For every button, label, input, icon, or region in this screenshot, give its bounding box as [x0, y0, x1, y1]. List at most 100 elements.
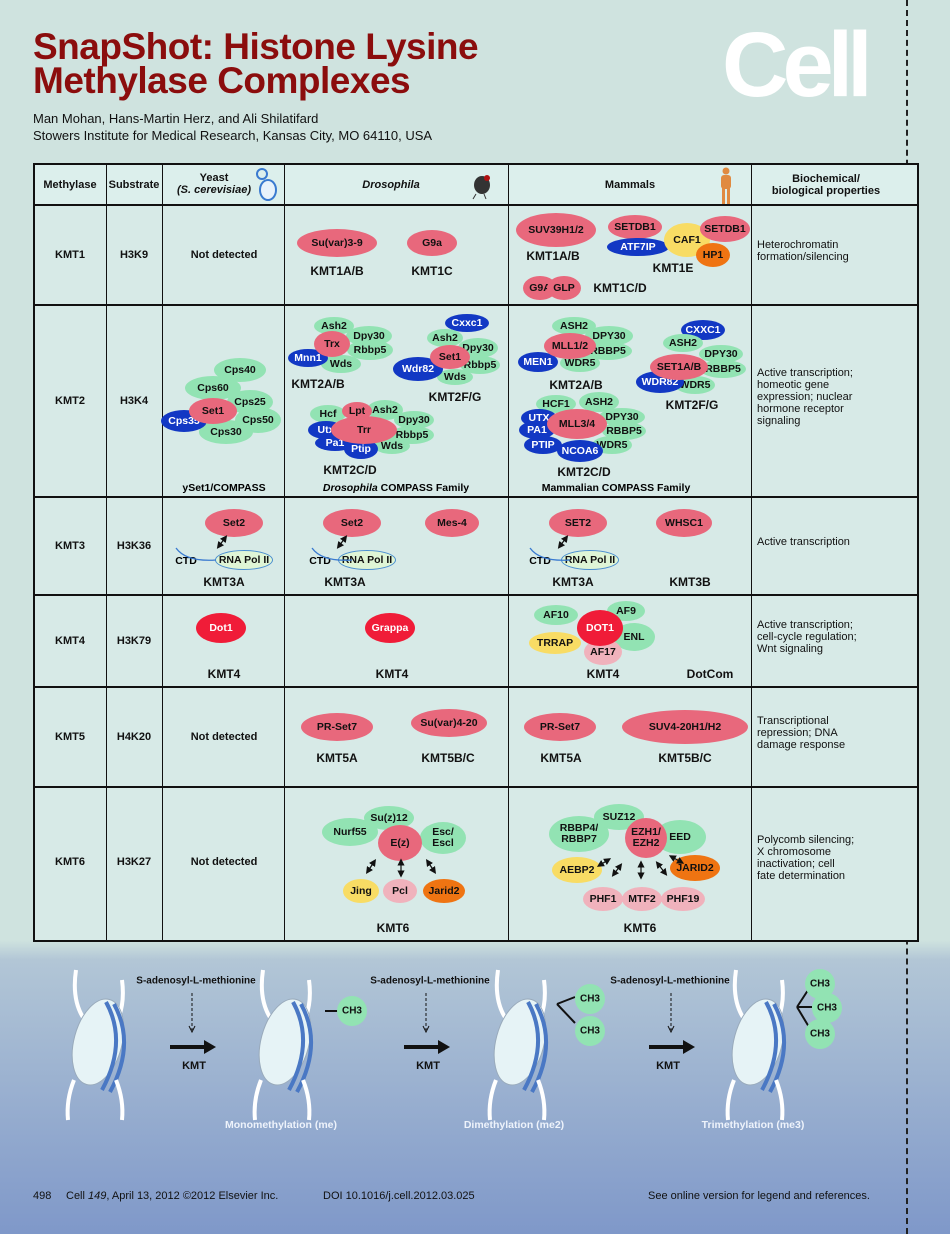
- citation: Cell 149, April 13, 2012 ©2012 Elsevier …: [66, 1190, 278, 1202]
- citation-text: , April 13, 2012 ©2012 Elsevier Inc.: [106, 1190, 279, 1202]
- col-properties: Biochemical/ biological properties: [771, 173, 881, 197]
- protein-subunit: Su(var)4-20: [411, 709, 487, 737]
- protein-subunit: SETDB1: [608, 215, 662, 239]
- protein-subunit: MLL1/2: [544, 333, 596, 359]
- ch3-label: CH3: [809, 978, 831, 990]
- protein-subunit: ASH2: [552, 317, 596, 335]
- row-divider: [33, 786, 919, 788]
- col-mammals: Mammals: [604, 179, 656, 191]
- methyl-group: [337, 996, 367, 1026]
- protein-subunit: SETDB1: [700, 216, 750, 242]
- properties-text: Active transcription; cell-cycle regulat…: [757, 619, 857, 655]
- protein-subunit: Grappa: [365, 613, 415, 643]
- protein-subunit: Esc/ Escl: [420, 822, 466, 854]
- methyl-group: [575, 984, 605, 1014]
- affiliation: Stowers Institute for Medical Research, …: [33, 128, 433, 143]
- enzyme-label: KMT: [416, 1060, 440, 1072]
- caption: Mammalian COMPASS Family: [541, 482, 691, 494]
- protein-subunit: Lpt: [342, 402, 372, 420]
- protein-subunit: ATF7IP: [607, 238, 669, 256]
- substrate: H3K79: [116, 635, 152, 647]
- yeast-cell-icon: [256, 168, 277, 201]
- protein-subunit: Set2: [205, 509, 263, 537]
- protein-subunit: RBBP5: [700, 360, 746, 378]
- row-divider: [33, 496, 919, 498]
- protein-subunit: PHF1: [583, 887, 623, 911]
- protein-subunit: EZH1/ EZH2: [625, 818, 667, 858]
- col-substrate: Substrate: [108, 179, 160, 191]
- protein-subunit: Trr: [331, 416, 397, 444]
- protein-subunit: G9a: [407, 230, 457, 256]
- protein-subunit: NCOA6: [557, 440, 603, 462]
- yeast-not-detected: Not detected: [190, 731, 258, 743]
- protein-subunit: Jing: [343, 879, 379, 903]
- protein-subunit: PTIP: [524, 436, 562, 454]
- col-drosophila: Drosophila: [362, 179, 420, 191]
- properties-text: Heterochromatin formation/silencing: [757, 239, 849, 263]
- methylase-name: KMT6: [55, 856, 85, 868]
- substrate: H3K9: [119, 249, 149, 261]
- page-title: SnapShot: Histone Lysine Methylase Comple…: [33, 26, 479, 99]
- complex-name: KMT2A/B: [549, 378, 603, 392]
- complex-name: KMT2C/D: [557, 465, 611, 479]
- complex-name: KMT1A/B: [526, 249, 580, 263]
- protein-subunit: Dpy30: [394, 411, 434, 429]
- protein-subunit: Set1: [430, 345, 470, 369]
- protein-subunit: SUV39H1/2: [516, 213, 596, 247]
- yeast-not-detected: Not detected: [190, 249, 258, 261]
- protein-subunit: Set1: [189, 398, 237, 424]
- protein-subunit: MTF2: [622, 887, 662, 911]
- properties-text: Transcriptional repression; DNA damage r…: [757, 715, 846, 751]
- protein-subunit: Trx: [314, 331, 350, 357]
- ch3-label: CH3: [579, 1025, 601, 1037]
- complex-name: KMT6: [376, 921, 410, 935]
- properties-text: Polycomb silencing; X chromosome inactiv…: [757, 834, 855, 882]
- complex-name: KMT2F/G: [665, 398, 719, 412]
- title-line-1: SnapShot: Histone Lysine: [33, 26, 479, 67]
- methyl-group: [575, 1016, 605, 1046]
- protein-subunit: AEBP2: [552, 857, 602, 883]
- complex-name: KMT5B/C: [421, 751, 475, 765]
- protein-subunit: SET1A/B: [650, 354, 708, 380]
- protein-subunit: Wds: [374, 438, 410, 454]
- caption-text: COMPASS Family: [377, 482, 470, 494]
- human-figure-icon: [721, 167, 731, 204]
- protein-subunit: Cps30: [199, 420, 253, 444]
- substrate: H3K36: [116, 540, 152, 552]
- substrate: H4K20: [116, 731, 152, 743]
- interaction-arrows: [216, 535, 685, 880]
- protein-subunit: AF10: [534, 605, 578, 625]
- complex-name: KMT5B/C: [658, 751, 712, 765]
- protein-subunit: Cps50: [235, 407, 281, 433]
- protein-subunit: Dot1: [196, 613, 246, 643]
- protein-subunit: ASH2: [579, 392, 619, 412]
- caption: Drosophila COMPASS Family: [323, 482, 469, 494]
- footer-note: See online version for legend and refere…: [648, 1190, 870, 1202]
- ch3-label: CH3: [341, 1005, 363, 1017]
- methylation-state: Trimethylation (me3): [701, 1119, 805, 1131]
- protein-subunit: Mnn1: [288, 349, 328, 367]
- nucleosome-icon: [252, 969, 313, 1121]
- methylase-name: KMT4: [55, 635, 85, 647]
- row-divider: [33, 686, 919, 688]
- complex-name: KMT4: [586, 667, 620, 681]
- journal: Cell: [66, 1190, 89, 1202]
- protein-subunit: DPY30: [699, 345, 743, 363]
- col-methylase: Methylase: [43, 179, 97, 191]
- authors-block: Man Mohan, Hans-Martin Herz, and Ali Shi…: [33, 110, 432, 144]
- complex-name: KMT3B: [669, 575, 711, 589]
- complex-name: KMT5A: [540, 751, 582, 765]
- cofactor-label: S-adenosyl-L-methionine: [370, 975, 490, 987]
- ch3-label: CH3: [809, 1028, 831, 1040]
- complex-name: KMT6: [623, 921, 657, 935]
- complex-name: KMT3A: [203, 575, 245, 589]
- protein-subunit: ASH2: [663, 334, 703, 352]
- enzyme-label: KMT: [656, 1060, 680, 1072]
- column-divider: [106, 163, 107, 942]
- reaction-arrow: [404, 993, 450, 1054]
- column-divider: [751, 163, 752, 942]
- substrate: H3K4: [119, 395, 149, 407]
- cofactor-label: S-adenosyl-L-methionine: [136, 975, 256, 987]
- protein-subunit: Rbbp5: [460, 356, 500, 374]
